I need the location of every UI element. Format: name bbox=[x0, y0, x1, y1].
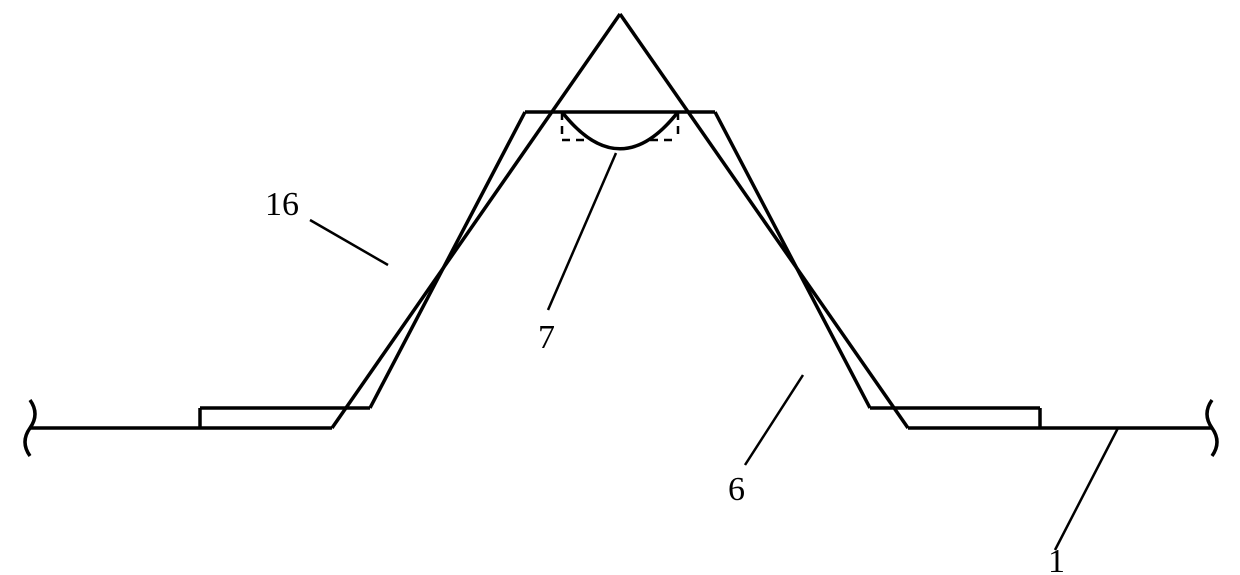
label-1: 1 bbox=[1048, 543, 1065, 575]
leader-lines bbox=[310, 153, 1118, 550]
label-6: 6 bbox=[728, 471, 745, 508]
technical-diagram: 16 7 6 1 bbox=[0, 0, 1240, 575]
label-16: 16 bbox=[265, 186, 299, 223]
drawing-layer bbox=[25, 14, 1217, 456]
label-7: 7 bbox=[538, 319, 555, 356]
